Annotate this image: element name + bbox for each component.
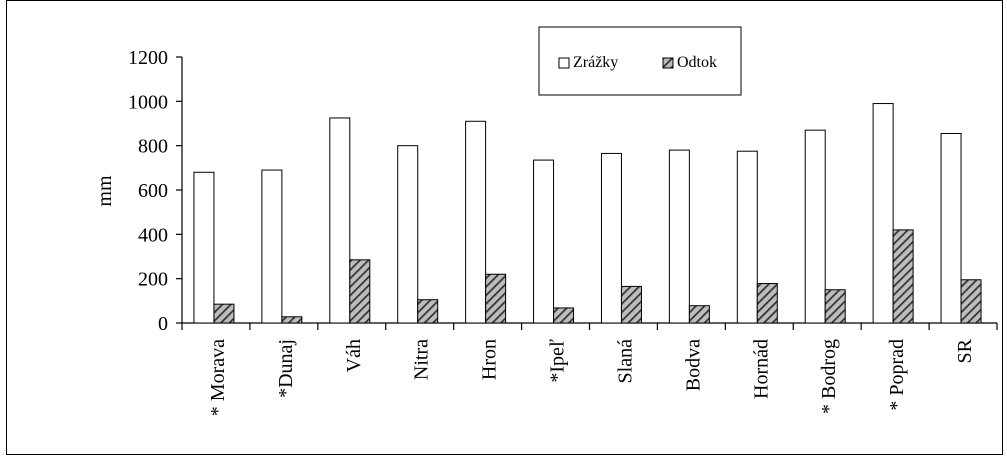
x-tick-label: Hornád <box>750 339 772 399</box>
bar-zrazky <box>329 117 351 324</box>
bar-odtok <box>553 307 575 324</box>
legend-label-odtok: Odtok <box>677 54 717 71</box>
bar-zrazky <box>600 152 622 324</box>
legend-box <box>538 26 742 96</box>
bar-odtok <box>213 303 235 324</box>
bars <box>193 103 982 324</box>
bar-zrazky <box>668 149 690 324</box>
x-tick-label: Váh <box>343 339 365 372</box>
bar-odtok <box>824 289 846 324</box>
bar-odtok <box>688 305 710 324</box>
y-axis-label: mm <box>94 175 116 207</box>
y-tick-label: 200 <box>138 269 168 291</box>
legend-swatch-odtok <box>662 57 674 69</box>
bar-odtok <box>281 316 303 324</box>
legend-label-zrazky: Zrážky <box>573 54 618 71</box>
bar-zrazky <box>193 171 215 324</box>
axes <box>176 56 998 330</box>
bar-odtok <box>417 299 439 324</box>
y-tick-label: 400 <box>138 224 168 246</box>
legend: Zrážky Odtok <box>538 26 742 96</box>
bar-zrazky <box>872 103 894 324</box>
bar-odtok <box>620 285 642 324</box>
bar-odtok <box>892 229 914 324</box>
x-tick-label: Bodva <box>682 339 704 391</box>
x-tick-label: * Bodrog <box>818 339 840 414</box>
bar-zrazky <box>397 145 419 324</box>
bar-zrazky <box>804 129 826 324</box>
precipitation-runoff-chart: 0 200 400 600 800 1000 1200 * Morava *Dunaj Váh Ni… <box>94 26 998 416</box>
y-tick-label: 0 <box>158 313 168 335</box>
bar-odtok <box>349 259 371 324</box>
bar-zrazky <box>261 169 283 324</box>
x-tick-label: Hron <box>479 339 501 380</box>
bar-odtok <box>485 273 507 324</box>
bar-zrazky <box>736 150 758 324</box>
bar-odtok <box>960 279 982 324</box>
bar-zrazky <box>533 159 555 324</box>
x-tick-label: * Morava <box>207 339 229 416</box>
y-tick-label: 800 <box>138 136 168 158</box>
x-tick-label: *Ipeľ <box>547 339 569 383</box>
x-tick-label: *Dunaj <box>275 339 297 398</box>
bar-zrazky <box>465 120 487 324</box>
chart-frame: 0 200 400 600 800 1000 1200 * Morava *Dunaj Váh Ni… <box>6 0 1003 455</box>
x-tick-label: SR <box>954 338 976 363</box>
y-tick-label: 600 <box>138 180 168 202</box>
legend-swatch-zrazky <box>558 57 570 69</box>
bar-odtok <box>756 283 778 324</box>
x-tick-label: * Poprad <box>886 339 908 411</box>
y-tick-label: 1000 <box>128 91 168 113</box>
tick-labels: 0 200 400 600 800 1000 1200 * Morava *Dunaj Váh Ni… <box>128 47 976 416</box>
x-tick-label: Nitra <box>411 339 433 380</box>
x-tick-label: Slaná <box>614 339 636 384</box>
bar-zrazky <box>940 132 962 324</box>
y-tick-label: 1200 <box>128 47 168 69</box>
